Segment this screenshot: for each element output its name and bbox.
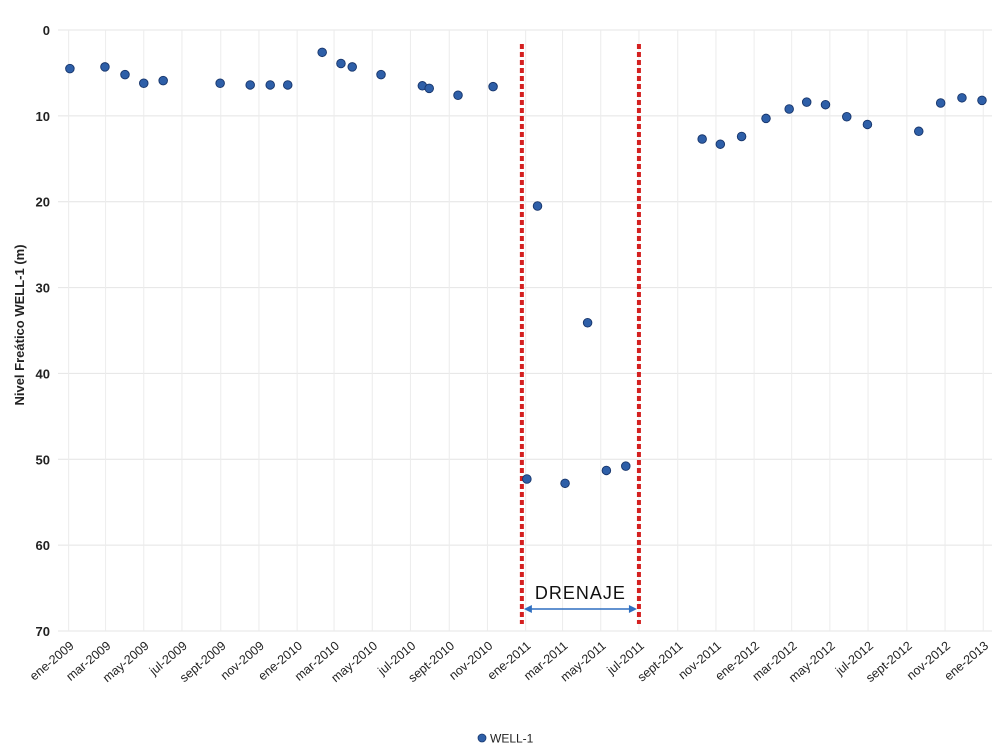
data-point [736,131,747,142]
legend-label-well-1: WELL-1 [490,732,534,746]
x-axis-tick-labels: ene-2009mar-2009may-2009jul-2009sept-200… [27,639,991,685]
data-point [715,139,726,149]
well-1-series [65,47,987,489]
drenaje-label: DRENAJE [535,583,626,603]
data-point [215,78,225,88]
data-point [560,478,570,489]
data-point [532,201,543,211]
data-point [120,69,130,80]
data-point [582,318,593,328]
data-point [697,134,707,144]
y-tick-label: 10 [36,109,50,124]
data-point [336,58,346,69]
data-point [522,474,532,484]
data-point [424,83,434,94]
data-point [347,62,357,72]
data-point [862,119,873,130]
drenaje-arrowhead-right [628,605,637,613]
data-point [453,90,463,101]
data-point [935,98,946,108]
grid-lines [58,29,992,632]
y-tick-label: 0 [43,23,50,38]
data-point [761,113,771,124]
data-point [842,111,852,122]
y-tick-label: 70 [36,624,50,639]
data-point [376,69,386,80]
y-axis-label: Nivel Freático WELL-1 (m) [12,244,27,405]
y-tick-label: 60 [36,538,50,553]
y-tick-label: 20 [36,195,50,210]
data-point [100,62,110,72]
data-point [957,93,967,103]
data-point [245,80,255,90]
y-tick-label: 30 [36,281,50,296]
data-point [784,104,794,114]
data-point [801,97,812,107]
data-point [977,95,987,106]
y-axis-tick-labels: 0 10 20 30 40 50 60 70 [36,23,50,639]
data-point [158,75,168,86]
y-tick-label: 50 [36,452,50,467]
y-tick-label: 40 [36,366,50,381]
data-point [601,465,612,476]
data-point [265,80,275,90]
data-point [65,63,75,74]
data-point [317,47,327,58]
drenaje-arrowhead-left [523,605,532,613]
data-point [820,99,831,110]
data-point [139,78,149,88]
data-point [488,81,498,92]
data-point [914,126,924,137]
data-point [282,80,293,90]
drenaje-annotation: DRENAJE [519,44,641,624]
legend: WELL-1 [477,732,534,746]
legend-marker-well-1 [477,733,487,743]
data-point [621,461,631,471]
